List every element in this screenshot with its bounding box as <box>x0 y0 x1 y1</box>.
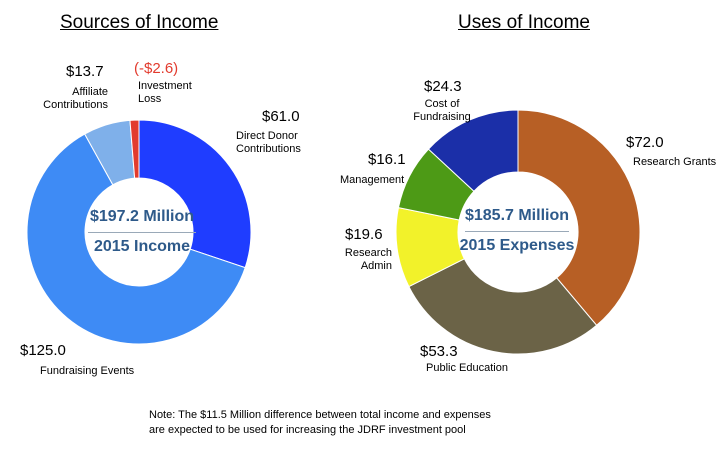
management-label: Management <box>340 174 405 186</box>
income-slice-0 <box>138 119 252 269</box>
direct-donor-label: Direct Donor Contributions <box>236 130 301 155</box>
fundraising-events-label: Fundraising Events <box>40 365 135 377</box>
investment-loss-label: Investment Loss <box>138 80 192 105</box>
expenses-donut <box>395 109 641 355</box>
expenses-slice-4 <box>427 109 519 192</box>
income-center-caption: 2015 Income <box>93 238 191 255</box>
expenses-center-caption: 2015 Expenses <box>459 237 575 254</box>
fundraising-events-value: $125.0 <box>20 342 66 359</box>
footnote-line-2: are expected to be used for increasing t… <box>149 424 466 436</box>
research-admin-value: $19.6 <box>345 226 383 243</box>
expenses-chart-title: Uses of Income <box>458 12 590 33</box>
income-center-divider <box>88 232 196 233</box>
public-education-value: $53.3 <box>420 343 458 360</box>
income-slice-3 <box>129 119 140 179</box>
direct-donor-value: $61.0 <box>262 108 300 125</box>
income-chart-title: Sources of Income <box>60 12 219 33</box>
expenses-slice-0 <box>517 109 641 327</box>
income-center-total: $197.2 Million <box>89 208 195 225</box>
cost-of-fundraising-label: Cost of Fundraising <box>413 98 471 123</box>
income-donut <box>26 119 252 345</box>
footnote: Note: The $11.5 Million difference betwe… <box>149 408 491 438</box>
affiliate-value: $13.7 <box>66 63 104 80</box>
cost-of-fundraising-value: $24.3 <box>424 78 462 95</box>
expenses-center-total: $185.7 Million <box>464 207 570 224</box>
research-grants-value: $72.0 <box>626 134 664 151</box>
income-slice-1 <box>26 133 246 345</box>
management-value: $16.1 <box>368 151 406 168</box>
footnote-line-1: Note: The $11.5 Million difference betwe… <box>149 409 491 421</box>
affiliate-label: Affiliate Contributions <box>43 86 108 111</box>
expenses-center-divider <box>465 231 569 232</box>
expenses-slice-1 <box>408 258 598 355</box>
investment-loss-value: (-$2.6) <box>134 60 179 77</box>
research-grants-label: Research Grants <box>633 156 717 168</box>
research-admin-label: Research Admin <box>344 247 392 272</box>
public-education-label: Public Education <box>426 362 508 374</box>
